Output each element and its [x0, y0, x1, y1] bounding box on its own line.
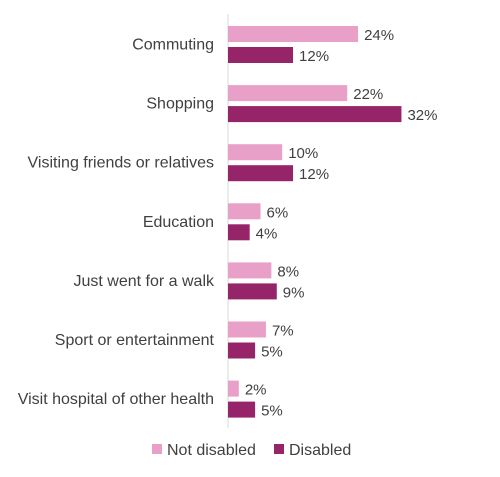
- category-label: Shopping: [146, 96, 214, 113]
- data-label: 32%: [407, 107, 437, 124]
- data-label: 8%: [277, 263, 299, 280]
- data-label: 10%: [288, 145, 318, 162]
- bar-disabled: [228, 106, 402, 123]
- bar-not-disabled: [228, 380, 239, 397]
- category-label: Sport or entertainment: [55, 332, 215, 349]
- legend-label: Not disabled: [167, 442, 256, 459]
- bar-not-disabled: [228, 262, 272, 279]
- data-label: 12%: [299, 166, 329, 183]
- legend-swatch: [274, 444, 284, 454]
- data-label: 12%: [299, 48, 329, 65]
- bar-disabled: [228, 224, 250, 241]
- bar-not-disabled: [228, 321, 266, 338]
- bar-not-disabled: [228, 203, 261, 220]
- bar-not-disabled: [228, 85, 348, 102]
- bar-disabled: [228, 401, 256, 418]
- bar-not-disabled: [228, 26, 359, 42]
- bar-disabled: [228, 283, 277, 300]
- data-label: 5%: [261, 344, 283, 361]
- data-label: 4%: [256, 225, 278, 242]
- category-label: Education: [143, 214, 214, 231]
- data-label: 7%: [272, 323, 294, 340]
- category-label: Commuting: [132, 37, 214, 54]
- bar-disabled: [228, 165, 294, 182]
- data-label: 6%: [267, 204, 289, 221]
- data-label: 22%: [353, 86, 383, 103]
- legend-swatch: [152, 444, 162, 454]
- data-label: 5%: [261, 403, 283, 420]
- category-label: Visiting friends or relatives: [28, 155, 214, 172]
- data-label: 9%: [283, 284, 305, 301]
- category-label: Just went for a walk: [74, 273, 216, 290]
- data-label: 2%: [245, 382, 267, 399]
- data-label: 24%: [364, 27, 394, 44]
- bar-disabled: [228, 342, 256, 359]
- bar-not-disabled: [228, 144, 283, 161]
- category-label: Visit hospital of other health: [18, 391, 214, 408]
- bar-disabled: [228, 47, 294, 63]
- legend-label: Disabled: [289, 442, 351, 459]
